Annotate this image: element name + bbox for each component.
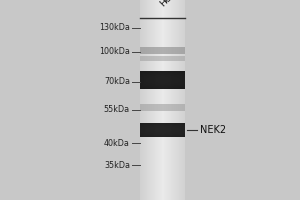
Text: 40kDa: 40kDa [104, 138, 130, 148]
Text: 35kDa: 35kDa [104, 160, 130, 170]
Text: 100kDa: 100kDa [99, 47, 130, 56]
Bar [140, 46, 185, 53]
Text: NEK2: NEK2 [200, 125, 226, 135]
Bar [140, 55, 185, 60]
Text: 130kDa: 130kDa [99, 23, 130, 32]
Bar [140, 104, 185, 110]
Text: HeLa: HeLa [158, 0, 181, 8]
Text: 70kDa: 70kDa [104, 77, 130, 86]
Text: 55kDa: 55kDa [104, 106, 130, 114]
